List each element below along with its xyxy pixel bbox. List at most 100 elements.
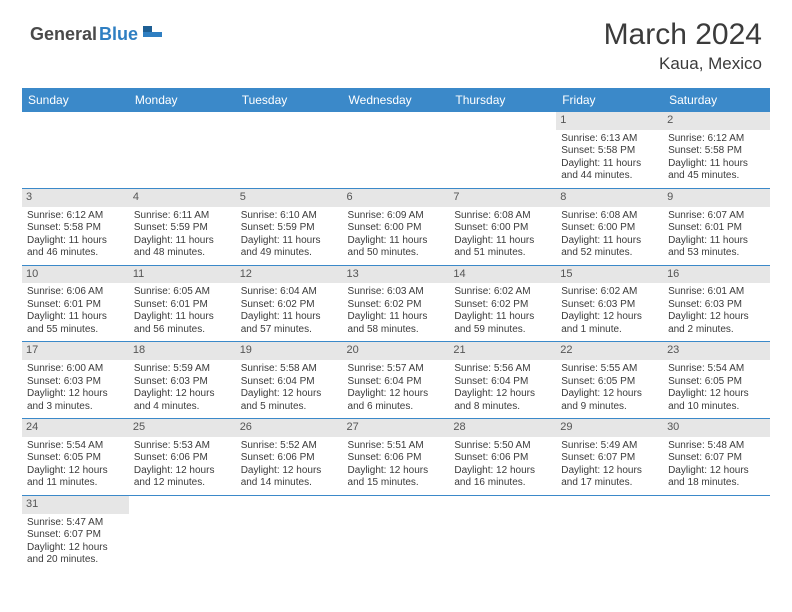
sunset-text: Sunset: 6:03 PM [561, 299, 658, 312]
daylight-text: Daylight: 12 hours and 3 minutes. [27, 388, 124, 413]
calendar-cell: 13Sunrise: 6:03 AMSunset: 6:02 PMDayligh… [343, 265, 450, 342]
calendar-week-row: 31Sunrise: 5:47 AMSunset: 6:07 PMDayligh… [22, 495, 770, 571]
daylight-text: Daylight: 12 hours and 17 minutes. [561, 465, 658, 490]
flag-icon [142, 24, 164, 38]
sunrise-text: Sunrise: 6:09 AM [348, 210, 445, 223]
sunrise-text: Sunrise: 5:54 AM [27, 440, 124, 453]
calendar-cell: 29Sunrise: 5:49 AMSunset: 6:07 PMDayligh… [556, 419, 663, 496]
calendar-cell: 27Sunrise: 5:51 AMSunset: 6:06 PMDayligh… [343, 419, 450, 496]
daylight-text: Daylight: 11 hours and 44 minutes. [561, 158, 658, 183]
day-header: Sunday [22, 88, 129, 112]
daylight-text: Daylight: 12 hours and 2 minutes. [668, 311, 765, 336]
sunset-text: Sunset: 6:01 PM [134, 299, 231, 312]
sunrise-text: Sunrise: 6:05 AM [134, 286, 231, 299]
day-number: 13 [343, 266, 450, 284]
daylight-text: Daylight: 11 hours and 48 minutes. [134, 235, 231, 260]
day-number: 12 [236, 266, 343, 284]
day-number: 22 [556, 342, 663, 360]
sunrise-text: Sunrise: 5:55 AM [561, 363, 658, 376]
sunset-text: Sunset: 6:00 PM [561, 222, 658, 235]
daylight-text: Daylight: 12 hours and 11 minutes. [27, 465, 124, 490]
sunset-text: Sunset: 5:59 PM [134, 222, 231, 235]
calendar-cell: 7Sunrise: 6:08 AMSunset: 6:00 PMDaylight… [449, 188, 556, 265]
calendar-cell [129, 112, 236, 188]
sunrise-text: Sunrise: 5:52 AM [241, 440, 338, 453]
day-number: 20 [343, 342, 450, 360]
day-number: 30 [663, 419, 770, 437]
calendar-cell: 19Sunrise: 5:58 AMSunset: 6:04 PMDayligh… [236, 342, 343, 419]
day-number: 19 [236, 342, 343, 360]
sunrise-text: Sunrise: 5:53 AM [134, 440, 231, 453]
day-number: 27 [343, 419, 450, 437]
daylight-text: Daylight: 12 hours and 12 minutes. [134, 465, 231, 490]
daylight-text: Daylight: 12 hours and 1 minute. [561, 311, 658, 336]
sunset-text: Sunset: 6:01 PM [27, 299, 124, 312]
daylight-text: Daylight: 11 hours and 50 minutes. [348, 235, 445, 260]
calendar-cell: 14Sunrise: 6:02 AMSunset: 6:02 PMDayligh… [449, 265, 556, 342]
sunrise-text: Sunrise: 6:12 AM [668, 133, 765, 146]
day-number: 24 [22, 419, 129, 437]
logo-text-dark: General [30, 24, 97, 45]
day-number: 17 [22, 342, 129, 360]
sunrise-text: Sunrise: 6:03 AM [348, 286, 445, 299]
sunrise-text: Sunrise: 5:47 AM [27, 517, 124, 530]
sunset-text: Sunset: 5:59 PM [241, 222, 338, 235]
sunset-text: Sunset: 6:04 PM [348, 376, 445, 389]
daylight-text: Daylight: 12 hours and 4 minutes. [134, 388, 231, 413]
logo-text-blue: Blue [99, 24, 138, 45]
sunrise-text: Sunrise: 6:02 AM [561, 286, 658, 299]
calendar-cell [236, 495, 343, 571]
month-title: March 2024 [604, 18, 762, 52]
calendar-cell: 25Sunrise: 5:53 AMSunset: 6:06 PMDayligh… [129, 419, 236, 496]
header: General Blue March 2024 Kaua, Mexico [0, 0, 792, 80]
title-block: March 2024 Kaua, Mexico [604, 18, 762, 74]
calendar-cell [449, 495, 556, 571]
sunrise-text: Sunrise: 5:49 AM [561, 440, 658, 453]
daylight-text: Daylight: 12 hours and 5 minutes. [241, 388, 338, 413]
sunrise-text: Sunrise: 6:10 AM [241, 210, 338, 223]
day-number: 18 [129, 342, 236, 360]
daylight-text: Daylight: 12 hours and 20 minutes. [27, 542, 124, 567]
sunset-text: Sunset: 5:58 PM [561, 145, 658, 158]
day-number: 26 [236, 419, 343, 437]
sunset-text: Sunset: 6:00 PM [454, 222, 551, 235]
sunset-text: Sunset: 6:03 PM [668, 299, 765, 312]
location: Kaua, Mexico [604, 54, 762, 74]
sunrise-text: Sunrise: 5:57 AM [348, 363, 445, 376]
day-number: 9 [663, 189, 770, 207]
day-number: 7 [449, 189, 556, 207]
day-number: 29 [556, 419, 663, 437]
calendar-week-row: 3Sunrise: 6:12 AMSunset: 5:58 PMDaylight… [22, 188, 770, 265]
sunset-text: Sunset: 6:02 PM [241, 299, 338, 312]
daylight-text: Daylight: 11 hours and 46 minutes. [27, 235, 124, 260]
day-number: 6 [343, 189, 450, 207]
sunrise-text: Sunrise: 5:48 AM [668, 440, 765, 453]
sunset-text: Sunset: 6:06 PM [134, 452, 231, 465]
daylight-text: Daylight: 11 hours and 57 minutes. [241, 311, 338, 336]
daylight-text: Daylight: 12 hours and 8 minutes. [454, 388, 551, 413]
day-header: Saturday [663, 88, 770, 112]
calendar-cell: 4Sunrise: 6:11 AMSunset: 5:59 PMDaylight… [129, 188, 236, 265]
calendar-cell: 16Sunrise: 6:01 AMSunset: 6:03 PMDayligh… [663, 265, 770, 342]
calendar-cell: 9Sunrise: 6:07 AMSunset: 6:01 PMDaylight… [663, 188, 770, 265]
sunset-text: Sunset: 5:58 PM [27, 222, 124, 235]
daylight-text: Daylight: 12 hours and 9 minutes. [561, 388, 658, 413]
calendar-body: 1Sunrise: 6:13 AMSunset: 5:58 PMDaylight… [22, 112, 770, 572]
sunrise-text: Sunrise: 6:02 AM [454, 286, 551, 299]
calendar-cell: 5Sunrise: 6:10 AMSunset: 5:59 PMDaylight… [236, 188, 343, 265]
calendar-cell: 12Sunrise: 6:04 AMSunset: 6:02 PMDayligh… [236, 265, 343, 342]
sunset-text: Sunset: 6:05 PM [668, 376, 765, 389]
calendar-cell: 1Sunrise: 6:13 AMSunset: 5:58 PMDaylight… [556, 112, 663, 188]
daylight-text: Daylight: 11 hours and 56 minutes. [134, 311, 231, 336]
calendar-cell [449, 112, 556, 188]
daylight-text: Daylight: 12 hours and 6 minutes. [348, 388, 445, 413]
calendar-cell [343, 495, 450, 571]
daylight-text: Daylight: 11 hours and 45 minutes. [668, 158, 765, 183]
daylight-text: Daylight: 12 hours and 18 minutes. [668, 465, 765, 490]
daylight-text: Daylight: 11 hours and 55 minutes. [27, 311, 124, 336]
day-number: 8 [556, 189, 663, 207]
daylight-text: Daylight: 11 hours and 52 minutes. [561, 235, 658, 260]
calendar-cell [663, 495, 770, 571]
sunset-text: Sunset: 6:03 PM [134, 376, 231, 389]
sunset-text: Sunset: 6:05 PM [27, 452, 124, 465]
